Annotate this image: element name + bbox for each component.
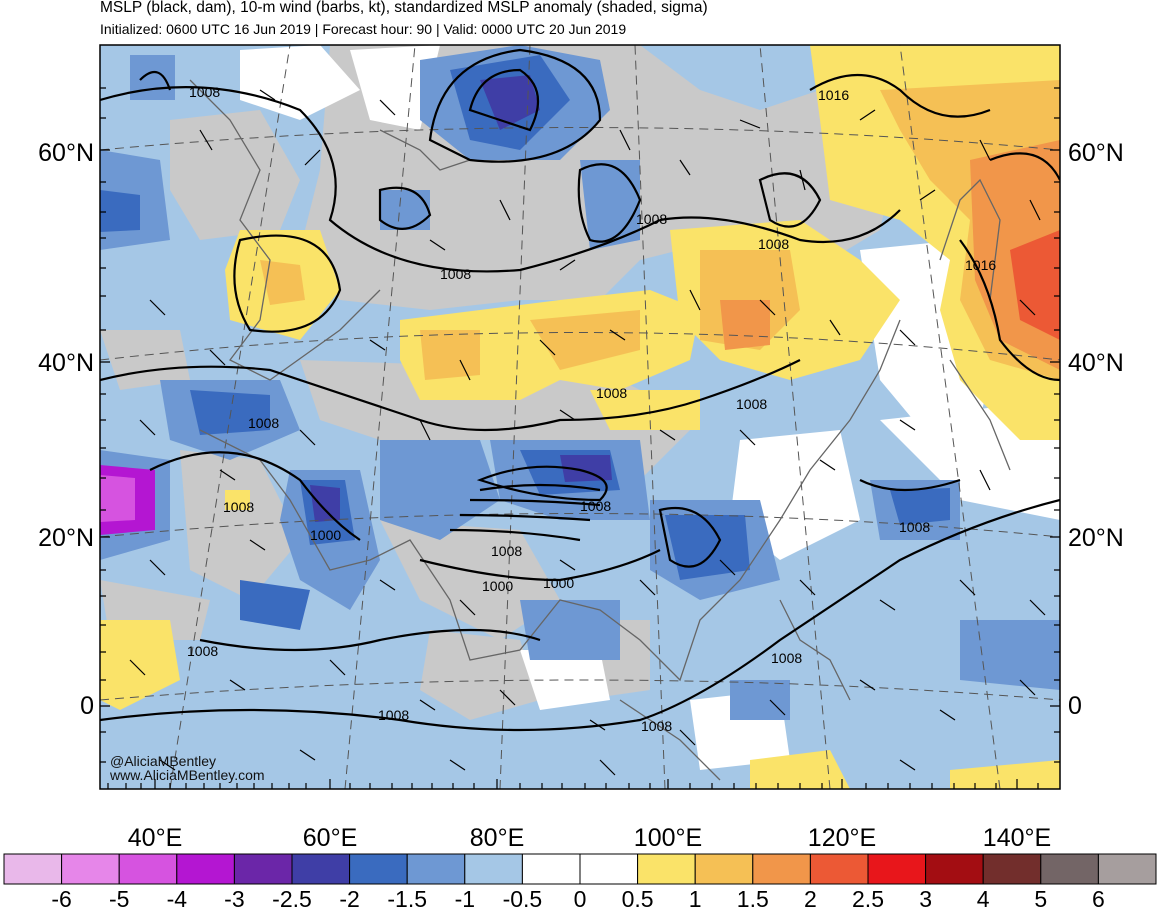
contour-label: 1008: [596, 385, 627, 401]
lat-label-20n-left: 20°N: [38, 524, 94, 552]
colorbar-tick-label: -2.5: [272, 886, 312, 912]
contour-label: 1008: [736, 396, 767, 412]
contour-label: 1008: [491, 543, 522, 559]
colorbar-swatch: [982, 853, 1042, 885]
colorbar-tick-label: 0: [573, 886, 587, 912]
contour-label: 1008: [636, 211, 667, 227]
colorbar-tick-label: 4: [976, 886, 990, 912]
contour-label: 1008: [580, 498, 611, 514]
contour-label: 1000: [543, 575, 574, 591]
colorbar-swatch: [464, 853, 523, 885]
colorbar-tick-label: -1.5: [387, 886, 428, 912]
colorbar-tick-label: -3: [224, 886, 245, 912]
colorbar-swatch: [1097, 853, 1157, 885]
colorbar-swatch: [637, 853, 696, 885]
lat-label-0-right: 0: [1068, 692, 1082, 720]
colorbar-tick-label: 2: [803, 886, 817, 912]
wind-barbs: [129, 89, 1046, 776]
lon-label-80e: 80°E: [469, 824, 525, 852]
colorbar-swatch: [3, 853, 63, 885]
contour-label: 1008: [771, 650, 802, 666]
colorbar-swatch: [291, 853, 351, 885]
lat-label-40n-left: 40°N: [38, 349, 94, 377]
map-frame: [99, 44, 1061, 790]
colorbar-swatch: [349, 853, 408, 885]
colorbar-swatch: [867, 853, 927, 885]
credit-website: www.AliciaMBentley.com: [110, 767, 265, 783]
colorbar-tick-label: -1: [454, 886, 476, 912]
colorbar-swatch: [61, 853, 120, 885]
coastlines: [189, 79, 1011, 781]
contour-label: 1016: [818, 87, 849, 103]
lon-label-40e: 40°E: [127, 824, 183, 852]
colorbar-tick-label: 5: [1034, 886, 1048, 912]
contour-labels: 1008 1016 1008 1008 1008 1016 1008 1008 …: [187, 84, 996, 723]
colorbar-swatch: [1040, 853, 1099, 885]
colorbar-tick-label: 3: [919, 886, 932, 912]
colorbar-tick-label: -0.5: [502, 886, 543, 912]
axis-ticks: [100, 87, 1060, 789]
colorbar-swatch: [579, 853, 639, 885]
colorbar-tick-label: -4: [166, 886, 188, 912]
mslp-contours: [100, 48, 1060, 732]
contour-label: 1000: [482, 578, 513, 594]
lat-label-60n-left: 60°N: [38, 139, 94, 167]
colorbar-tick-label: 1.5: [736, 886, 769, 912]
colorbar-tick-label: -6: [51, 886, 72, 912]
contour-label: 1008: [641, 718, 672, 734]
contour-label: 1016: [965, 257, 996, 273]
colorbar-tick-label: 1: [688, 886, 702, 912]
lon-label-100e: 100°E: [633, 824, 703, 852]
credit-handle: @AliciaMBentley: [110, 753, 217, 769]
colorbar-swatch: [752, 853, 811, 885]
lat-label-0-left: 0: [80, 692, 94, 720]
contour-label: 1008: [899, 519, 930, 535]
colorbar-swatch: [694, 853, 754, 885]
colorbar-swatch: [406, 853, 466, 885]
contour-label: 1008: [187, 643, 218, 659]
contour-label: 1008: [248, 415, 279, 431]
lon-label-60e: 60°E: [302, 824, 358, 852]
map-subtitle: Initialized: 0600 UTC 16 Jun 2019 | Fore…: [100, 21, 627, 37]
contour-label: 1008: [189, 84, 220, 100]
colorbar-tick-label: 0.5: [621, 886, 654, 912]
colorbar: [3, 853, 1157, 885]
contour-label: 1008: [223, 499, 254, 515]
colorbar-swatch: [925, 853, 984, 885]
colorbar-tick-label: 2.5: [852, 886, 884, 912]
lat-label-40n-right: 40°N: [1068, 349, 1124, 377]
colorbar-swatch: [233, 853, 293, 885]
contour-label: 1008: [378, 707, 409, 723]
colorbar-tick-label: -2: [339, 886, 360, 912]
anomaly-shading: [100, 45, 1060, 789]
colorbar-tick-label: 6: [1091, 886, 1105, 912]
colorbar-swatch: [118, 853, 178, 885]
colorbar-swatch: [521, 853, 581, 885]
map-title: MSLP (black, dam), 10-m wind (barbs, kt)…: [100, 0, 708, 16]
lat-label-60n-right: 60°N: [1068, 139, 1124, 167]
lat-label-20n-right: 20°N: [1068, 524, 1124, 552]
colorbar-tick-label: -5: [108, 886, 130, 912]
colorbar-swatch: [176, 853, 235, 885]
lon-label-140e: 140°E: [982, 824, 1052, 852]
contour-label: 1008: [440, 266, 471, 282]
contour-label: 1008: [758, 236, 789, 252]
lon-label-120e: 120°E: [807, 824, 877, 852]
colorbar-swatch: [809, 853, 869, 885]
contour-label: 1000: [310, 527, 341, 543]
